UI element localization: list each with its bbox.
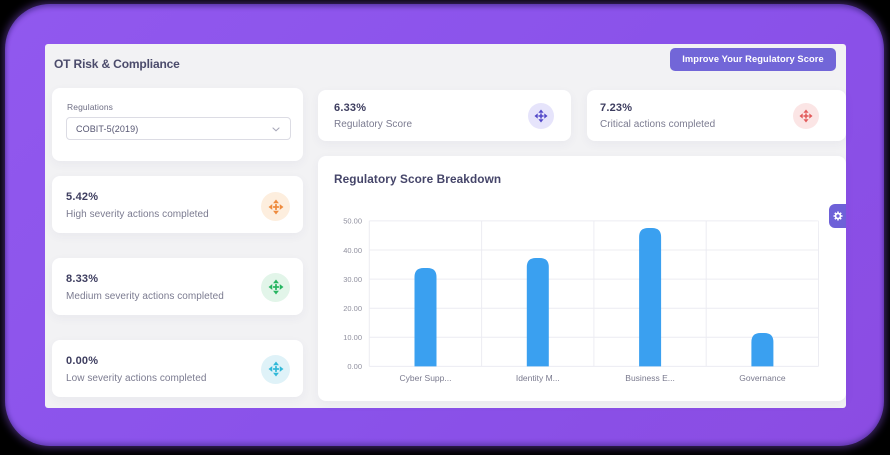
svg-text:10.00: 10.00: [343, 333, 362, 342]
svg-text:Identity M...: Identity M...: [516, 373, 560, 383]
svg-text:50.00: 50.00: [343, 217, 362, 226]
svg-text:Governance: Governance: [739, 373, 786, 383]
svg-text:40.00: 40.00: [343, 246, 362, 255]
svg-text:Cyber Supp...: Cyber Supp...: [400, 373, 452, 383]
svg-text:30.00: 30.00: [343, 275, 362, 284]
svg-text:20.00: 20.00: [343, 304, 362, 313]
svg-text:0.00: 0.00: [347, 362, 362, 371]
svg-text:Business E...: Business E...: [625, 373, 675, 383]
